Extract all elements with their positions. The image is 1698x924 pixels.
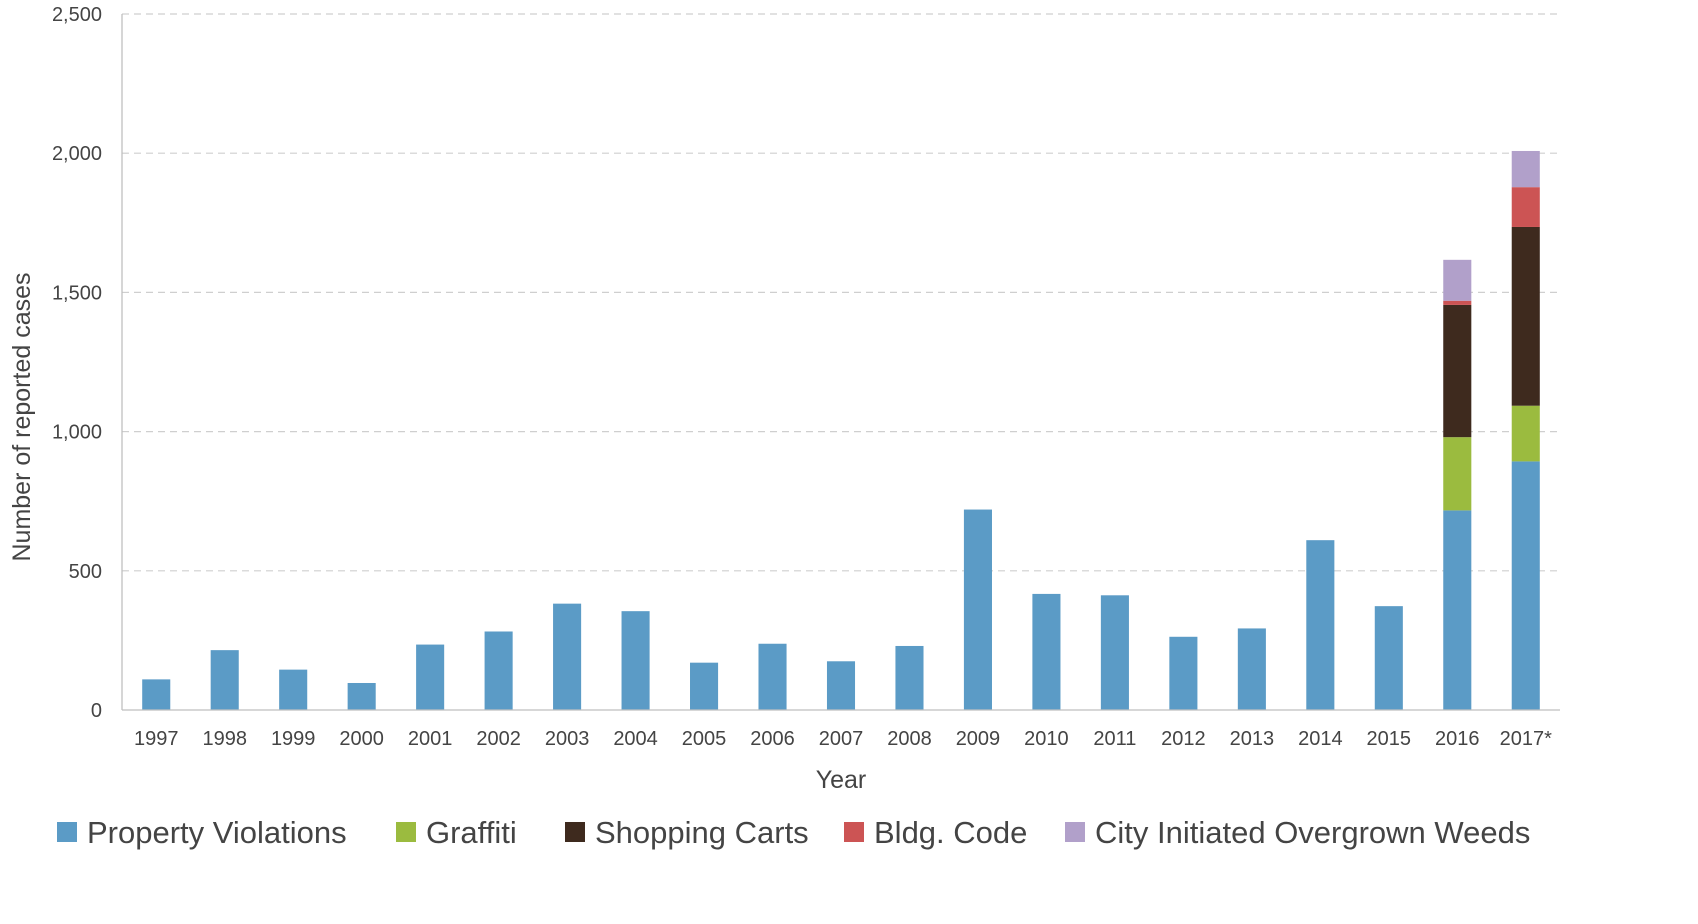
bar-segment: [1443, 304, 1472, 438]
legend-label: Graffiti: [426, 815, 517, 850]
x-tick-label: 1999: [271, 728, 316, 750]
x-tick-label: 2010: [1024, 728, 1069, 750]
bar-segment: [758, 643, 787, 710]
x-tick-label: 2002: [476, 728, 521, 750]
bar-segment: [1511, 405, 1540, 462]
bar-segment: [553, 603, 582, 710]
bar-segment: [1306, 540, 1335, 710]
legend-swatch: [57, 822, 77, 842]
bar-segment: [621, 611, 650, 710]
bar-segment: [416, 644, 445, 710]
x-tick-label: 2009: [956, 728, 1001, 750]
x-tick-label: 2001: [408, 728, 453, 750]
bar-segment: [1237, 628, 1266, 710]
axes: [121, 14, 1560, 711]
bars: [142, 150, 1540, 710]
legend-swatch: [565, 822, 585, 842]
x-axis-title: Year: [816, 766, 867, 794]
y-tick-label: 2,500: [52, 4, 102, 26]
x-tick-label: 2007: [819, 728, 864, 750]
y-tick-labels: 0 500 1,000 1,500 2,000 2,500: [52, 4, 102, 722]
legend-label: Property Violations: [87, 815, 347, 850]
bar-segment: [1169, 636, 1198, 710]
bar-segment: [1443, 300, 1472, 305]
legend-label: Bldg. Code: [874, 815, 1027, 850]
x-tick-label: 2000: [339, 728, 384, 750]
bar-segment: [1032, 593, 1061, 710]
x-tick-label: 2017*: [1500, 728, 1552, 750]
x-tick-label: 2003: [545, 728, 590, 750]
bar-segment: [963, 509, 992, 710]
y-tick-label: 1,000: [52, 422, 102, 444]
x-tick-label: 2015: [1367, 728, 1412, 750]
bar-segment: [142, 679, 171, 710]
x-tick-label: 2008: [887, 728, 932, 750]
gridlines: [122, 13, 1560, 572]
x-tick-label: 2005: [682, 728, 727, 750]
legend-swatch: [396, 822, 416, 842]
bar-segment: [1511, 461, 1540, 710]
y-tick-label: 500: [69, 561, 102, 583]
x-tick-labels: 1997 1998 1999 2000 2001 2002 2003 2004 2005 2006…: [134, 728, 1552, 750]
bar-segment: [484, 631, 513, 710]
bar-segment: [895, 645, 924, 710]
x-tick-label: 2004: [613, 728, 658, 750]
bar-segment: [279, 669, 308, 710]
legend-swatch: [1065, 822, 1085, 842]
bar-segment: [1511, 226, 1540, 406]
bar-segment: [1511, 187, 1540, 227]
y-tick-label: 2,000: [52, 143, 102, 165]
bar-segment: [210, 650, 239, 710]
legend-label: City Initiated Overgrown Weeds: [1095, 815, 1530, 850]
bar-segment: [690, 662, 719, 710]
bar-segment: [1443, 510, 1472, 710]
x-tick-label: 2013: [1230, 728, 1275, 750]
x-tick-label: 1998: [202, 728, 247, 750]
x-tick-label: 1997: [134, 728, 179, 750]
bar-segment: [1511, 150, 1540, 188]
bar-segment: [1374, 606, 1403, 710]
y-tick-label: 1,500: [52, 282, 102, 304]
bar-segment: [1100, 595, 1129, 710]
x-tick-label: 2016: [1435, 728, 1480, 750]
bar-segment: [1443, 259, 1472, 301]
x-tick-label: 2006: [750, 728, 795, 750]
x-tick-label: 2014: [1298, 728, 1343, 750]
legend: Property Violations Graffiti Shopping Cart…: [57, 815, 1530, 850]
legend-label: Shopping Carts: [595, 815, 809, 850]
x-tick-label: 2012: [1161, 728, 1206, 750]
bar-segment: [347, 682, 376, 710]
bar-segment: [1443, 437, 1472, 511]
y-axis-title: Number of reported cases: [8, 272, 36, 561]
bar-segment: [826, 661, 856, 710]
x-tick-label: 2011: [1093, 728, 1136, 750]
y-tick-label: 0: [91, 700, 102, 722]
legend-swatch: [844, 822, 864, 842]
